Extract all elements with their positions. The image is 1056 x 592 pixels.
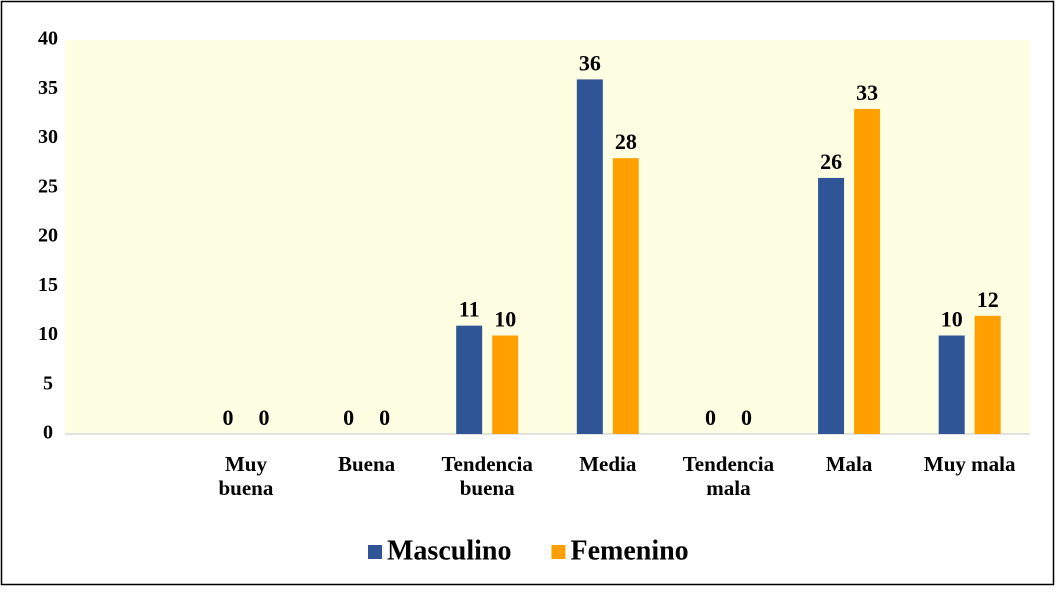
data-label: 28 [615, 129, 637, 154]
x-tick-label: Tendencia mala [683, 452, 775, 500]
data-label: 33 [856, 80, 878, 105]
bar [576, 79, 603, 435]
x-tick-label: Muy buena [219, 452, 274, 500]
data-label: 36 [579, 50, 601, 75]
legend-label: Femenino [570, 535, 688, 566]
legend-swatch [368, 545, 382, 559]
data-label: 10 [941, 307, 963, 332]
bar [492, 335, 519, 434]
y-tick-label: 0 [43, 422, 53, 444]
y-tick-label: 35 [38, 77, 58, 99]
data-label: 0 [705, 405, 716, 430]
bar [612, 158, 639, 434]
data-label: 12 [977, 287, 999, 312]
data-label: 0 [222, 405, 233, 430]
legend-swatch [551, 545, 566, 559]
y-tick-label: 25 [38, 175, 58, 197]
plot-area [65, 40, 1030, 434]
data-label: 10 [494, 307, 516, 332]
bar [456, 325, 483, 434]
y-tick-label: 5 [43, 372, 53, 394]
x-tick-label: Tendencia buena [441, 452, 533, 500]
data-label: 11 [459, 297, 480, 322]
y-tick-label: 10 [38, 323, 58, 345]
x-tick-label: Buena [338, 452, 396, 476]
y-tick-label: 30 [38, 126, 58, 148]
data-label: 0 [258, 405, 269, 430]
y-tick-label: 20 [38, 225, 58, 247]
x-tick-label: Muy mala [924, 452, 1016, 476]
x-tick-label: Media [579, 452, 637, 476]
x-tick-label: Mala [826, 452, 873, 476]
legend-label: Masculino [387, 535, 511, 566]
data-label: 26 [820, 149, 842, 174]
y-tick-label: 15 [38, 274, 58, 296]
y-tick-label: 40 [38, 28, 58, 50]
bar [818, 177, 845, 434]
data-label: 0 [741, 405, 752, 430]
bar [854, 108, 881, 434]
data-label: 0 [343, 405, 354, 430]
data-label: 0 [379, 405, 390, 430]
bar [938, 335, 965, 434]
bar [974, 315, 1001, 434]
